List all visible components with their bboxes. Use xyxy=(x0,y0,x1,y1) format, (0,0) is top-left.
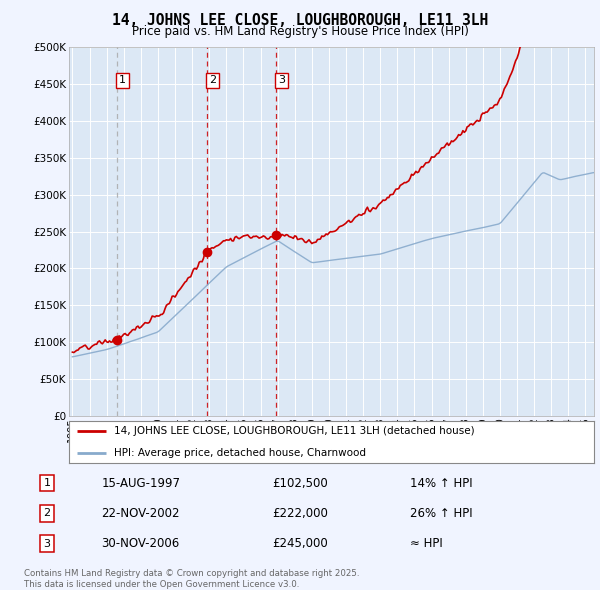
Text: 26% ↑ HPI: 26% ↑ HPI xyxy=(410,507,473,520)
Text: 2: 2 xyxy=(209,76,216,86)
Text: £245,000: £245,000 xyxy=(272,537,328,550)
Text: £222,000: £222,000 xyxy=(272,507,328,520)
Text: 1: 1 xyxy=(44,478,50,488)
Text: 14, JOHNS LEE CLOSE, LOUGHBOROUGH, LE11 3LH: 14, JOHNS LEE CLOSE, LOUGHBOROUGH, LE11 … xyxy=(112,13,488,28)
Text: 3: 3 xyxy=(278,76,285,86)
Text: Contains HM Land Registry data © Crown copyright and database right 2025.
This d: Contains HM Land Registry data © Crown c… xyxy=(24,569,359,589)
Text: 14% ↑ HPI: 14% ↑ HPI xyxy=(410,477,473,490)
Text: HPI: Average price, detached house, Charnwood: HPI: Average price, detached house, Char… xyxy=(113,448,365,457)
Text: 1: 1 xyxy=(119,76,126,86)
Text: 15-AUG-1997: 15-AUG-1997 xyxy=(101,477,180,490)
Text: ≈ HPI: ≈ HPI xyxy=(410,537,443,550)
Text: Price paid vs. HM Land Registry's House Price Index (HPI): Price paid vs. HM Land Registry's House … xyxy=(131,25,469,38)
Text: 2: 2 xyxy=(44,509,51,518)
Text: 30-NOV-2006: 30-NOV-2006 xyxy=(101,537,179,550)
Text: 3: 3 xyxy=(44,539,50,549)
Text: 22-NOV-2002: 22-NOV-2002 xyxy=(101,507,180,520)
Text: 14, JOHNS LEE CLOSE, LOUGHBOROUGH, LE11 3LH (detached house): 14, JOHNS LEE CLOSE, LOUGHBOROUGH, LE11 … xyxy=(113,427,474,436)
Text: £102,500: £102,500 xyxy=(272,477,328,490)
